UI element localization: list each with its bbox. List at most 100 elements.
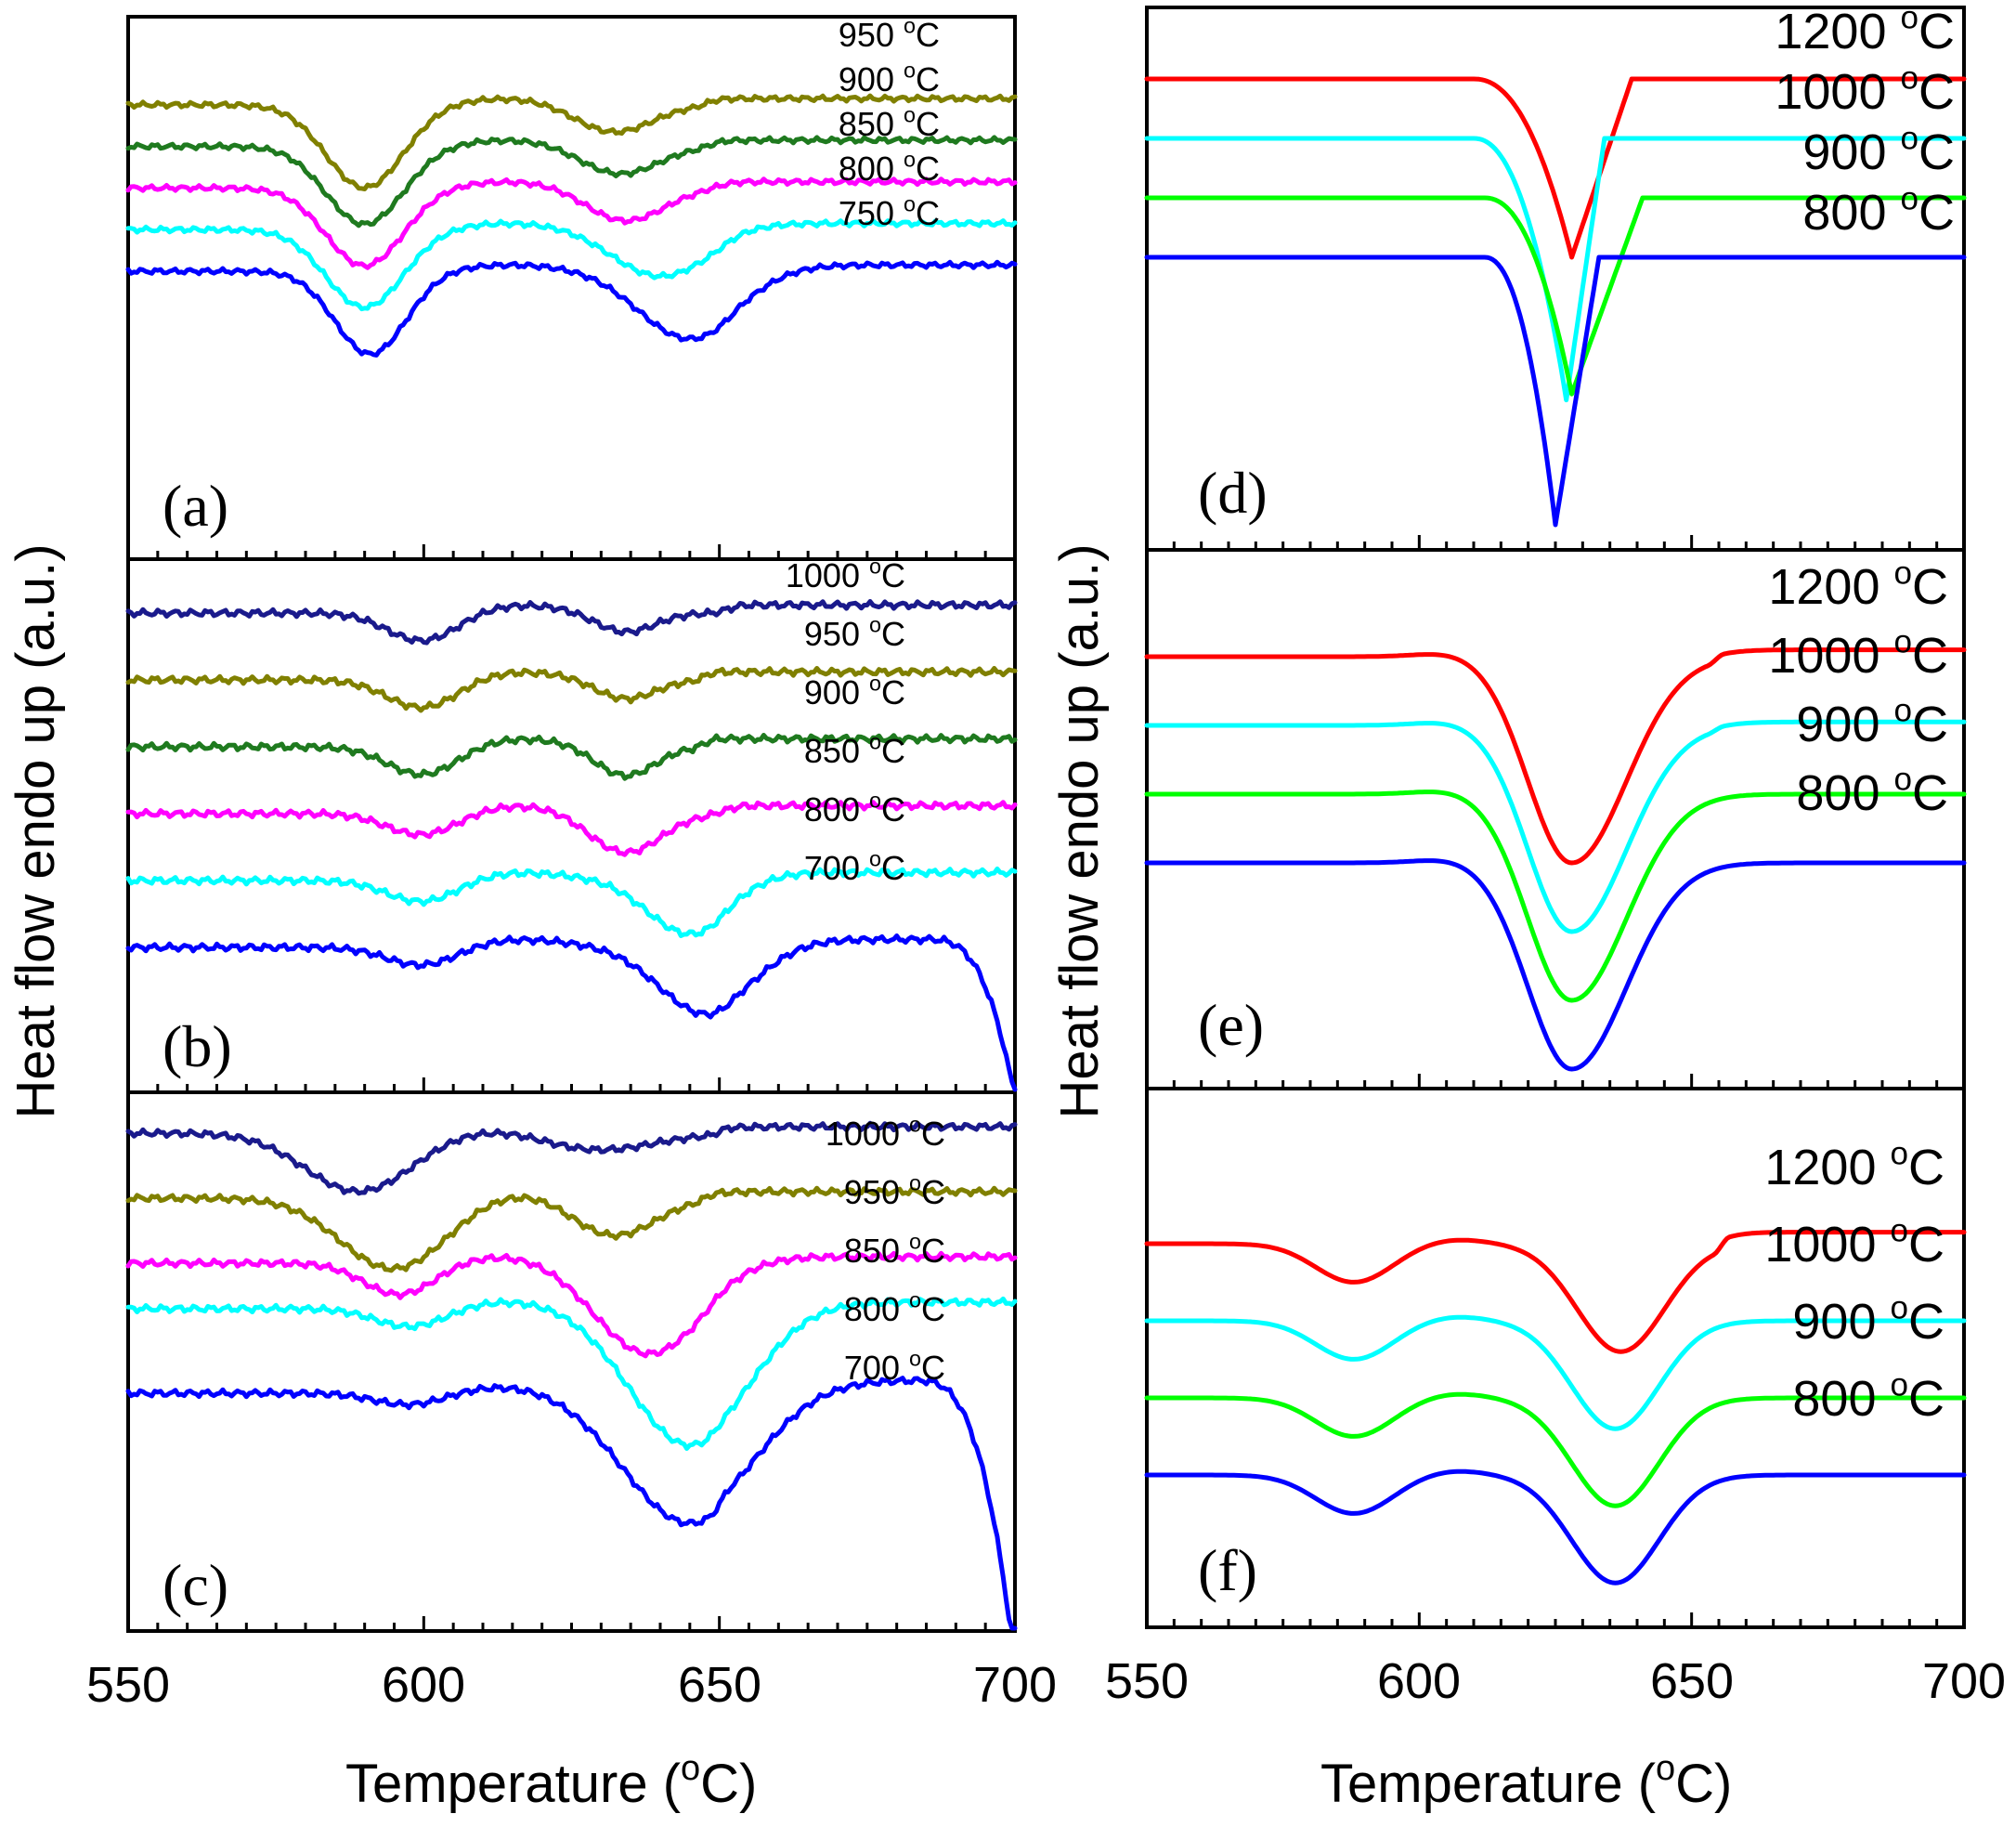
series-line xyxy=(1144,719,1967,934)
series-label-unit: C xyxy=(1918,185,1955,241)
series-label: 950 oC xyxy=(839,14,940,54)
left-xtick-650: 650 xyxy=(678,1657,761,1713)
series-label-value: 1200 xyxy=(1768,559,1893,615)
series-label-degree: o xyxy=(909,1347,921,1371)
series-line xyxy=(1144,1230,1967,1354)
series-label-value: 800 xyxy=(844,1290,909,1328)
series-label-value: 950 xyxy=(839,16,904,54)
series-label-degree: o xyxy=(869,789,881,813)
series-label-degree: o xyxy=(904,14,916,38)
series-label-value: 1000 xyxy=(1768,628,1893,684)
series-label-unit: C xyxy=(1912,559,1948,615)
series-label-degree: o xyxy=(1900,180,1918,216)
right-xtick-650: 650 xyxy=(1650,1653,1734,1709)
series-label: 900 oC xyxy=(1802,120,1955,180)
left-xtick-700: 700 xyxy=(973,1657,1057,1713)
right-xlabel-text: Temperature ( xyxy=(1320,1754,1656,1814)
series-label: 800 oC xyxy=(844,1288,945,1328)
series-label-unit: C xyxy=(916,105,940,143)
series-label-value: 900 xyxy=(1796,697,1893,752)
series-label-degree: o xyxy=(869,730,881,754)
series-label-unit: C xyxy=(921,1232,945,1270)
series-label-value: 700 xyxy=(804,849,869,887)
series-line xyxy=(125,733,1018,781)
series-label-value: 800 xyxy=(1802,185,1900,241)
series-label: 900 oC xyxy=(1792,1289,1944,1350)
left-xlabel-text: Temperature ( xyxy=(345,1754,681,1814)
series-label-unit: C xyxy=(1912,697,1948,752)
series-label: 800 oC xyxy=(1796,761,1948,821)
series-label-degree: o xyxy=(869,613,881,637)
series-label-value: 1200 xyxy=(1764,1140,1890,1195)
left-y-axis-title: Heat flow endo up (a.u.) xyxy=(6,543,66,1118)
series-label: 1000 oC xyxy=(1768,623,1948,684)
right-x-axis-title: Temperature (oC) xyxy=(1320,1749,1732,1814)
series-label: 1200 oC xyxy=(1768,555,1948,615)
series-label-degree: o xyxy=(909,1113,921,1137)
series-label: 900 oC xyxy=(1796,692,1948,752)
series-line xyxy=(125,176,1018,270)
series-line xyxy=(125,1296,1018,1451)
series-label-value: 1200 xyxy=(1775,4,1900,59)
series-label-value: 900 xyxy=(1802,124,1900,180)
series-label-degree: o xyxy=(1900,59,1918,96)
series-label-value: 800 xyxy=(804,790,869,829)
series-label-degree: o xyxy=(869,672,881,696)
series-label-degree: o xyxy=(909,1230,921,1254)
right-xlabel-unit: C) xyxy=(1675,1754,1732,1814)
left-xlabel-degree: o xyxy=(681,1749,700,1788)
series-label-unit: C xyxy=(881,615,905,653)
series-line xyxy=(1144,1468,1967,1586)
panel-letter: (e) xyxy=(1198,992,1264,1058)
series-label-degree: o xyxy=(1890,1135,1908,1171)
series-label-unit: C xyxy=(881,673,905,711)
panel-letter: (f) xyxy=(1198,1537,1257,1603)
series-line xyxy=(125,135,1018,228)
series-label-unit: C xyxy=(1912,765,1948,821)
series-label-unit: C xyxy=(881,556,905,594)
series-label-value: 900 xyxy=(1792,1294,1890,1350)
series-label-unit: C xyxy=(1908,1294,1944,1350)
series-label: 800 oC xyxy=(1792,1366,1944,1427)
series-label-unit: C xyxy=(1918,4,1955,59)
series-line xyxy=(125,1120,1018,1196)
series-label: 700 oC xyxy=(804,847,905,887)
series-label-degree: o xyxy=(1900,0,1918,35)
series-label-degree: o xyxy=(904,148,916,172)
series-label: 750 oC xyxy=(839,192,940,232)
series-label-degree: o xyxy=(904,103,916,127)
series-line xyxy=(1144,254,1967,528)
series-label: 850 oC xyxy=(804,730,905,770)
series-label-value: 800 xyxy=(1792,1371,1890,1427)
series-label-value: 1000 xyxy=(1775,64,1900,120)
left-xtick-550: 550 xyxy=(86,1657,170,1713)
series-line xyxy=(125,599,1018,646)
series-label-unit: C xyxy=(1908,1140,1944,1195)
series-label-unit: C xyxy=(921,1290,945,1328)
series-label: 800 oC xyxy=(1802,180,1955,241)
series-label: 950 oC xyxy=(844,1171,945,1211)
panel-letter: (d) xyxy=(1198,460,1268,526)
panel-letter: (b) xyxy=(163,1013,232,1079)
series-label-value: 1000 xyxy=(1764,1217,1890,1272)
series-label: 1200 oC xyxy=(1775,0,1955,59)
right-xtick-700: 700 xyxy=(1922,1653,2006,1709)
series-label-unit: C xyxy=(1918,64,1955,120)
series-label-value: 700 xyxy=(844,1349,909,1387)
series-line xyxy=(125,666,1018,713)
series-line xyxy=(125,800,1018,857)
series-label-degree: o xyxy=(909,1171,921,1195)
series-label-unit: C xyxy=(916,194,940,232)
series-label-unit: C xyxy=(1918,124,1955,180)
series-label-unit: C xyxy=(1908,1371,1944,1427)
series-label: 700 oC xyxy=(844,1347,945,1387)
series-line xyxy=(125,1185,1018,1273)
series-line xyxy=(125,93,1018,191)
series-label-unit: C xyxy=(881,849,905,887)
series-label: 1000 oC xyxy=(786,555,905,594)
series-label-degree: o xyxy=(1893,555,1912,591)
series-label-unit: C xyxy=(921,1173,945,1211)
series-line xyxy=(125,866,1018,938)
